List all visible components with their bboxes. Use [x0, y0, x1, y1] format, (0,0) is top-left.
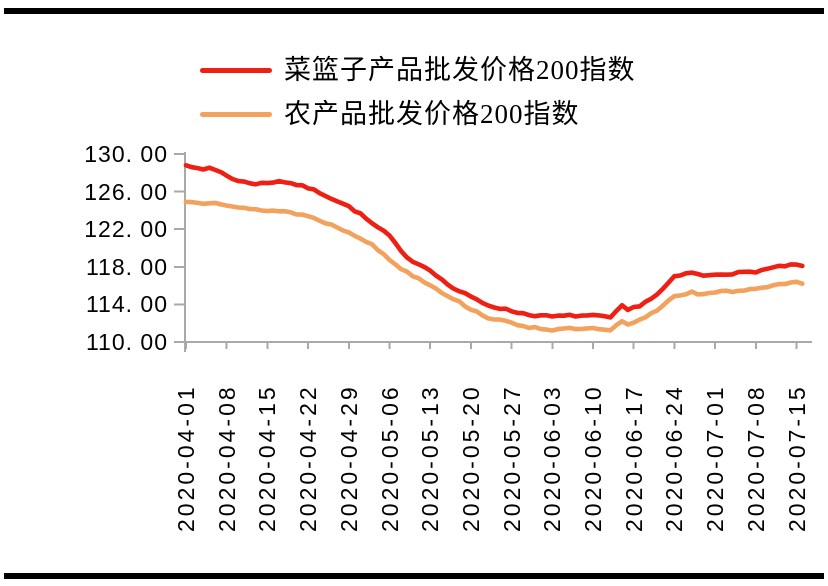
series-line-basket-index [183, 163, 805, 320]
chart-legend: 菜篮子产品批发价格200指数 农产品批发价格200指数 [200, 48, 636, 136]
legend-line-swatch-orange [200, 111, 272, 117]
y-tick-label: 118. 00 [85, 253, 168, 280]
legend-line-swatch-red [200, 67, 272, 73]
legend-item-agri-index: 农产品批发价格200指数 [200, 92, 636, 136]
y-tick-label: 114. 00 [85, 291, 168, 318]
legend-label-agri-index: 农产品批发价格200指数 [284, 99, 580, 129]
series-line-agri-index [183, 199, 805, 333]
y-tick-label: 110. 00 [85, 329, 168, 355]
y-tick-label: 122. 00 [84, 216, 168, 243]
top-border-rule [4, 8, 824, 14]
legend-label-basket-index: 菜篮子产品批发价格200指数 [284, 55, 636, 85]
y-tick-label: 130. 00 [84, 141, 168, 167]
legend-item-basket-index: 菜篮子产品批发价格200指数 [200, 48, 636, 92]
bottom-border-rule [4, 573, 824, 579]
y-tick-label: 126. 00 [84, 178, 168, 205]
